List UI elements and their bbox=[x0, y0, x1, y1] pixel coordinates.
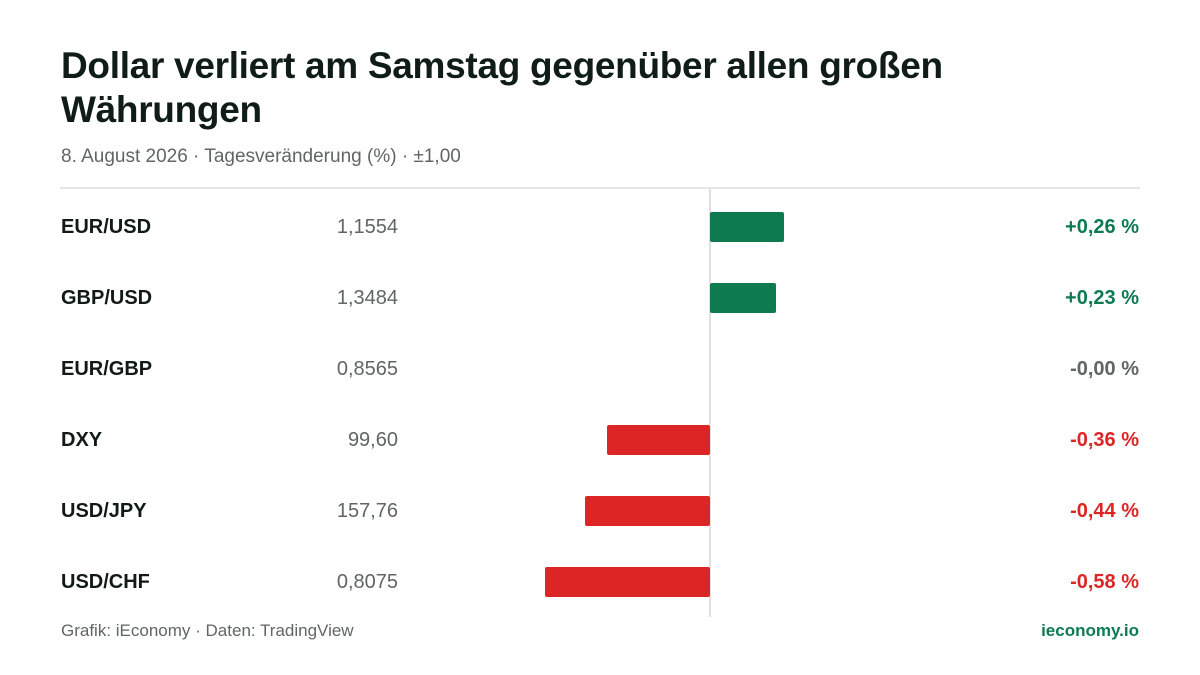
chart-subtitle: 8. August 2026 · Tagesveränderung (%) · … bbox=[61, 146, 461, 167]
change-label: -0,36 % bbox=[1070, 429, 1139, 451]
change-bar bbox=[584, 496, 710, 526]
change-bar bbox=[710, 283, 776, 313]
rate-value: 0,8075 bbox=[336, 571, 398, 593]
change-label: -0,44 % bbox=[1070, 500, 1139, 522]
chart-row: EUR/GBP 0,8565 -0,00 % bbox=[0, 354, 1200, 384]
pair-label: EUR/USD bbox=[61, 216, 152, 238]
zero-axis-line bbox=[709, 189, 711, 617]
pair-label: GBP/USD bbox=[61, 287, 153, 309]
change-bar bbox=[710, 212, 785, 242]
pair-label: EUR/GBP bbox=[61, 358, 153, 380]
header-divider bbox=[60, 187, 1140, 189]
rate-value: 99,60 bbox=[347, 429, 398, 451]
chart-row: USD/JPY 157,76 -0,44 % bbox=[0, 496, 1200, 526]
change-label: +0,23 % bbox=[1065, 287, 1139, 309]
brand-link[interactable]: ieconomy.io bbox=[1041, 621, 1139, 640]
pair-label: DXY bbox=[61, 429, 103, 451]
source-credit: Grafik: iEconomy · Daten: TradingView bbox=[61, 621, 354, 640]
pair-label: USD/CHF bbox=[61, 571, 150, 593]
chart-row: GBP/USD 1,3484 +0,23 % bbox=[0, 283, 1200, 313]
rate-value: 1,1554 bbox=[336, 216, 398, 238]
chart-row: USD/CHF 0,8075 -0,58 % bbox=[0, 567, 1200, 597]
pair-label: USD/JPY bbox=[61, 500, 147, 522]
rate-value: 1,3484 bbox=[336, 287, 398, 309]
change-label: -0,00 % bbox=[1070, 358, 1139, 380]
rate-value: 157,76 bbox=[336, 500, 398, 522]
change-bar bbox=[607, 425, 710, 455]
rate-value: 0,8565 bbox=[336, 358, 398, 380]
chart-row: EUR/USD 1,1554 +0,26 % bbox=[0, 212, 1200, 242]
change-label: -0,58 % bbox=[1070, 571, 1139, 593]
chart-title: Dollar verliert am Samstag gegenüber all… bbox=[61, 45, 943, 130]
change-label: +0,26 % bbox=[1065, 216, 1139, 238]
change-bar bbox=[544, 567, 710, 597]
chart-row: DXY 99,60 -0,36 % bbox=[0, 425, 1200, 455]
